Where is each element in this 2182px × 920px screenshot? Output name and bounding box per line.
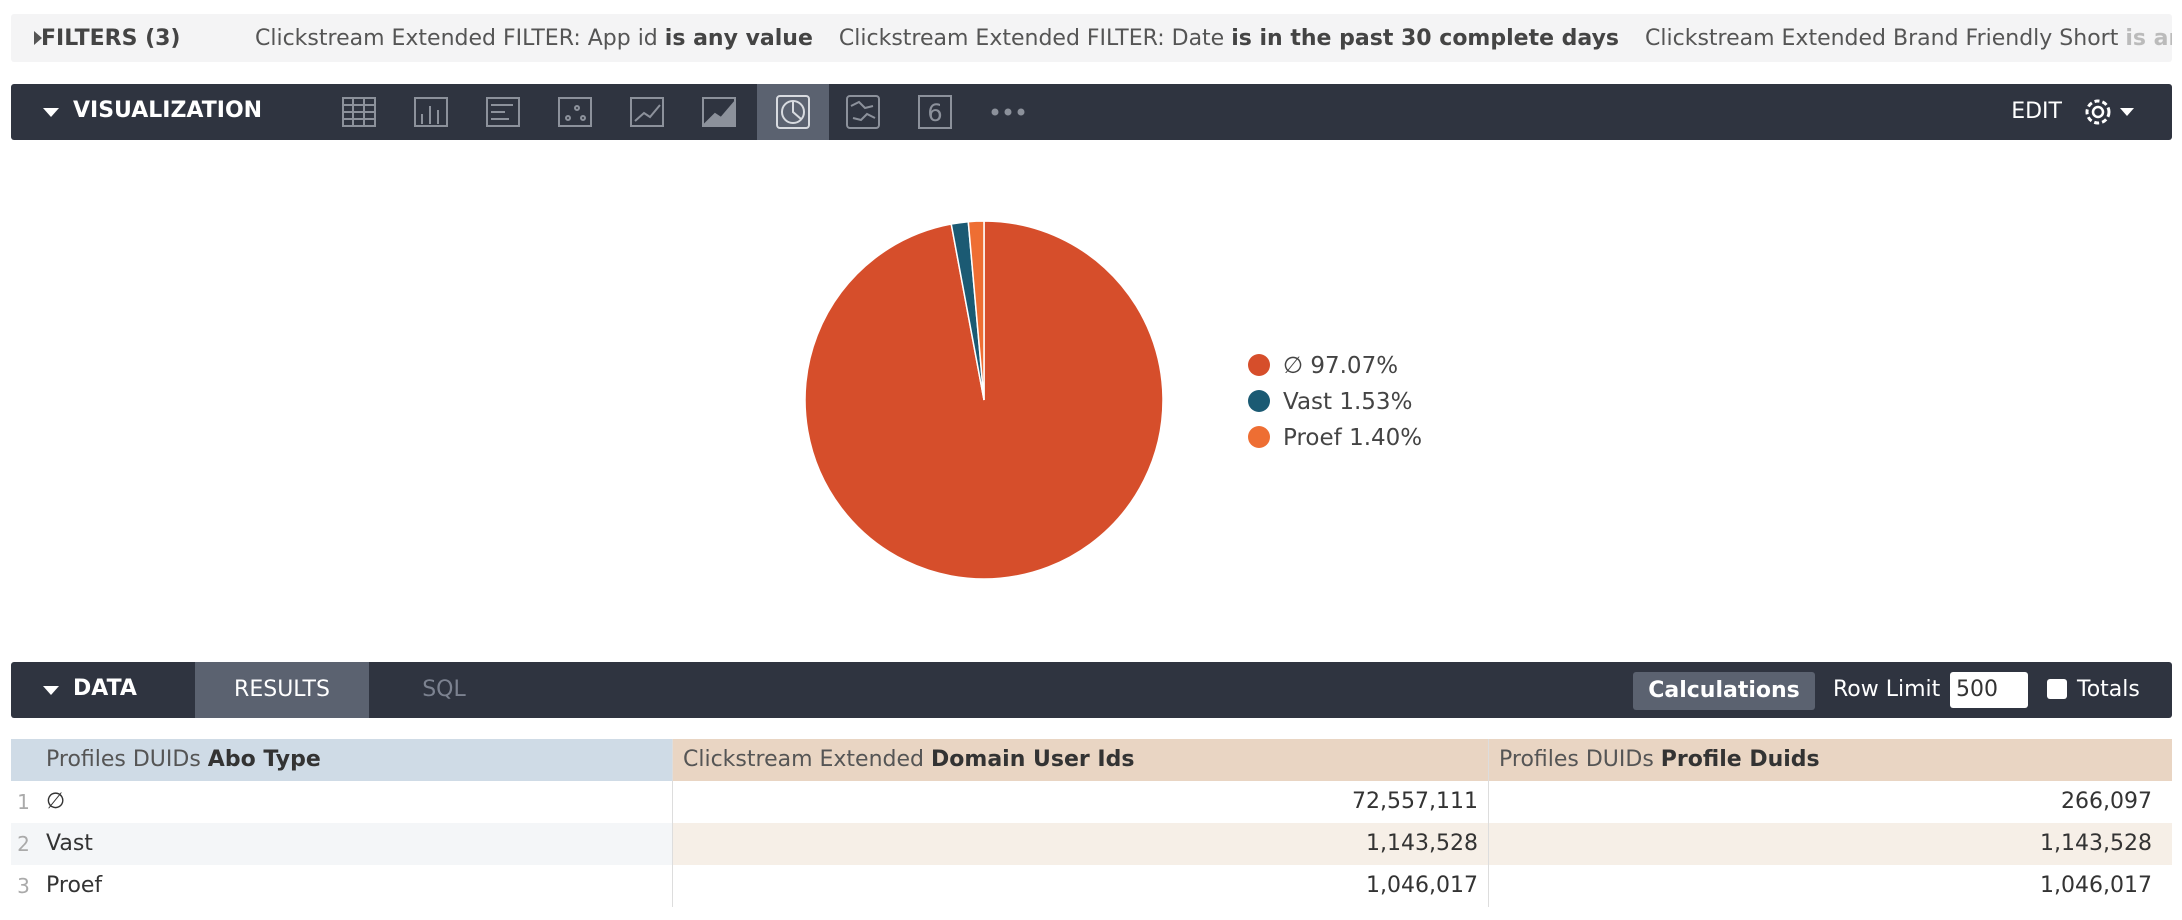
calculations-button[interactable]: Calculations xyxy=(1633,672,1815,710)
single-value-icon[interactable] xyxy=(918,95,952,129)
data-row: 1 ∅ 72,557,111 266,097 xyxy=(11,781,2172,823)
legend-entry: ∅ 97.07% xyxy=(1283,353,1398,379)
legend-value: 1.40% xyxy=(1349,425,1422,451)
corner-cell xyxy=(11,739,36,781)
pie-chart: ∅ 97.07% Vast 1.53% Proef 1.40% xyxy=(804,220,1422,580)
legend-swatch xyxy=(1248,426,1270,448)
column-icon[interactable] xyxy=(414,97,448,127)
legend-entry: Vast 1.53% xyxy=(1283,389,1412,415)
legend-swatch xyxy=(1248,390,1270,412)
visualization-label[interactable]: VISUALIZATION xyxy=(73,98,263,123)
totals-label: Totals xyxy=(2077,677,2140,702)
filter-field: Clickstream Extended FILTER: Date xyxy=(838,26,1225,51)
table-cell: 266,097 xyxy=(2061,789,2152,814)
table-cell: 1,143,528 xyxy=(1489,823,2172,865)
bar-icon[interactable] xyxy=(486,97,520,127)
row-limit-label: Row Limit xyxy=(1833,677,1941,702)
filter-field: Clickstream Extended FILTER: App id xyxy=(255,26,658,51)
more-icon[interactable] xyxy=(991,108,1025,116)
row-number: 1 xyxy=(17,790,30,814)
data-row: 2 Vast 1,143,528 1,143,528 xyxy=(11,823,2172,865)
column-header[interactable]: Profiles DUIDs Profile Duids xyxy=(1489,739,2172,781)
table-cell: Vast xyxy=(36,823,673,865)
filter-condition: is in the past 30 complete days xyxy=(1231,26,1620,51)
table-icon[interactable] xyxy=(342,97,376,127)
legend-value: 97.07% xyxy=(1310,353,1398,379)
map-icon[interactable] xyxy=(846,95,880,129)
column-header[interactable]: Clickstream Extended Domain User Ids xyxy=(673,739,1489,781)
scatter-icon[interactable] xyxy=(558,97,592,127)
table-cell: 1,046,017 xyxy=(673,865,1489,907)
table-cell: 1,143,528 xyxy=(673,823,1489,865)
column-view: Profiles DUIDs xyxy=(1499,747,1654,772)
data-row: 3 Proef 1,046,017 1,046,017 xyxy=(11,865,2172,907)
column-field: Domain User Ids xyxy=(931,747,1135,772)
header-row: Profiles DUIDs Abo Type Clickstream Exten… xyxy=(11,739,2172,781)
row-number: 3 xyxy=(17,874,30,898)
legend-label: Vast xyxy=(1283,389,1332,415)
table-cell: 1,046,017 xyxy=(2040,873,2152,898)
filter[interactable]: Clickstream Extended FILTER: App id is a… xyxy=(255,26,813,51)
filter-bar[interactable]: FILTERS (3) Clickstream Extended FILTER:… xyxy=(11,14,2172,62)
sql-tab[interactable]: SQL xyxy=(422,677,466,702)
totals-checkbox[interactable] xyxy=(2047,679,2067,699)
results-tab[interactable]: RESULTS xyxy=(195,662,369,718)
legend-label: Proef xyxy=(1283,425,1343,451)
line-icon[interactable] xyxy=(630,97,664,127)
row-number: 2 xyxy=(11,823,36,865)
filter-field: Clickstream Extended Brand Friendly Shor… xyxy=(1645,26,2119,51)
collapse-arrow[interactable] xyxy=(43,686,59,695)
pie-slice xyxy=(967,220,985,401)
legend-label: ∅ xyxy=(1283,353,1303,379)
legend-swatch xyxy=(1248,354,1270,376)
settings-button[interactable] xyxy=(2082,96,2142,128)
table-cell: ∅ xyxy=(36,781,673,823)
filter-condition: is any value xyxy=(664,26,813,51)
column-header[interactable]: Profiles DUIDs Abo Type xyxy=(36,739,673,781)
filter-condition: is an xyxy=(2125,26,2172,51)
pie-icon[interactable] xyxy=(776,95,810,129)
column-field: Profile Duids xyxy=(1660,747,1820,772)
expand-arrow xyxy=(34,31,42,45)
results-table: Profiles DUIDs Abo Type Clickstream Exten… xyxy=(11,739,2172,907)
data-label[interactable]: DATA xyxy=(73,676,137,701)
legend-entry: Proef 1.40% xyxy=(1283,425,1422,451)
filter[interactable]: Clickstream Extended Brand Friendly Shor… xyxy=(1645,26,2172,51)
column-field: Abo Type xyxy=(207,747,321,772)
single-value-text: 6 xyxy=(927,99,942,127)
table-cell: 72,557,111 xyxy=(673,781,1489,823)
data-bar: DATA RESULTS SQL Calculations Row Limit … xyxy=(11,662,2172,718)
collapse-arrow[interactable] xyxy=(43,108,59,117)
filter[interactable]: Clickstream Extended FILTER: Date is in … xyxy=(839,26,1619,51)
column-view: Profiles DUIDs xyxy=(46,747,201,772)
filter-list: Clickstream Extended FILTER: App id is a… xyxy=(255,26,2172,51)
column-view: Clickstream Extended xyxy=(683,747,925,772)
viz-type-icons: 6 xyxy=(342,84,1025,140)
visualization-bar: VISUALIZATION 6 EDIT xyxy=(11,84,2172,140)
legend-value: 1.53% xyxy=(1339,389,1412,415)
area-icon[interactable] xyxy=(702,97,736,127)
edit-button[interactable]: EDIT xyxy=(2011,99,2062,124)
table-cell: Proef xyxy=(36,865,673,907)
row-limit-input[interactable]: 500 xyxy=(1950,672,2028,708)
filters-label[interactable]: FILTERS (3) xyxy=(41,26,181,51)
